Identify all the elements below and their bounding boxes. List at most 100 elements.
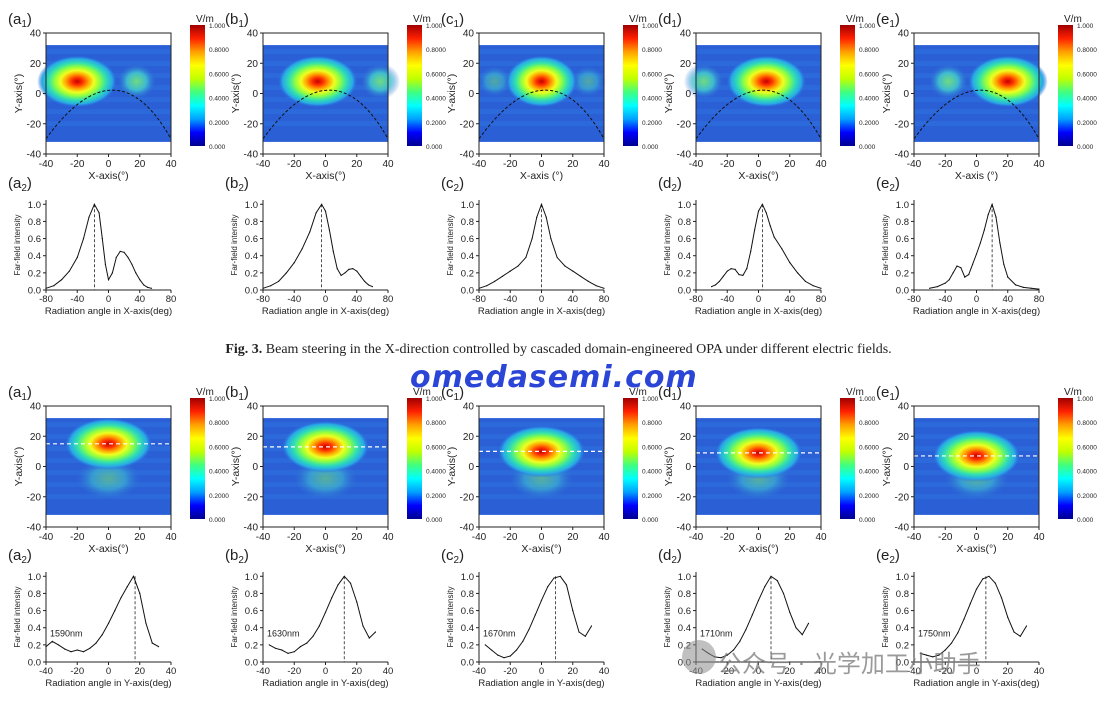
bottom-heatmap-panel: (c1) -40 -20 0 20 40 40 20 0 -20 -40 X-axis(°) Y-axi… (441, 384, 662, 555)
y-tick-label: 40 (463, 29, 475, 40)
x-tick-label: -40 (907, 666, 921, 677)
data-point (89, 647, 91, 649)
panel-label: (a1) (8, 384, 32, 403)
y-tick-label: 20 (247, 59, 259, 70)
data-point (262, 287, 264, 289)
y-tick-label: 0.8 (245, 589, 258, 600)
data-point (82, 651, 85, 653)
x-axis-label: X-axis(°) (88, 543, 128, 555)
top-heatmap-panel: (b1) -40 -20 0 20 40 40 20 0 -20 -40 X-axis(°) Y-axi… (225, 11, 446, 182)
data-point (318, 625, 320, 627)
y-tick-label: 0.8 (678, 217, 691, 228)
data-point (328, 229, 330, 231)
x-tick-label: -20 (938, 159, 953, 170)
x-tick-label: 20 (1002, 532, 1014, 543)
x-tick-label: -80 (907, 294, 921, 305)
data-point (969, 603, 971, 605)
y-tick-label: 0.4 (461, 623, 474, 634)
y-tick-label: 0.2 (28, 268, 41, 279)
colorbar-tick-label: 0.4000 (1077, 469, 1097, 476)
colorbar-tick-label: 1.000 (1077, 23, 1094, 30)
y-tick-label: -20 (460, 492, 475, 503)
y-axis-label: Y-axis(°) (663, 447, 675, 486)
data-point (293, 651, 295, 653)
data-point (769, 225, 771, 227)
y-axis-label: Far-field intensity (13, 215, 22, 276)
wavelength-label: 1750nm (918, 628, 951, 638)
data-point (757, 599, 760, 601)
colorbar-tick-label: 0.000 (642, 517, 659, 524)
data-point (964, 276, 966, 278)
colorbar-tick-label: 0.2000 (426, 120, 446, 127)
x-tick-label: 20 (1002, 666, 1013, 677)
colorbar-unit: V/m (196, 14, 214, 25)
data-point (536, 216, 538, 218)
y-axis-label: Far-field intensity (446, 215, 455, 276)
x-tick-label: 20 (351, 159, 363, 170)
data-point (556, 256, 558, 258)
colorbar-tick-label: 0.8000 (426, 420, 446, 427)
colorbar-tick-label: 0.000 (426, 144, 443, 151)
data-point (120, 597, 122, 599)
x-profile-panel: (a2) -80 -40 0 40 80 0.0 0.2 0.4 0.6 0.8 1.0 Radiati… (8, 175, 176, 317)
colorbar-tick-label: 0.8000 (1077, 47, 1097, 54)
x-tick-label: 40 (1034, 666, 1045, 677)
bottom-heatmap-panel: (b1) -40 -20 0 20 40 40 20 0 -20 -40 X-axis(°) Y-axi… (225, 384, 446, 555)
y-tick-label: -40 (460, 523, 475, 534)
top-heatmap-panel: (a1) -40 -20 0 20 40 40 20 0 -20 -40 X-axis(°) Y-axi… (8, 11, 229, 182)
data-point (478, 287, 480, 289)
x-tick-label: 20 (134, 159, 146, 170)
y-tick-label: 0.2 (461, 268, 474, 279)
field-band (914, 61, 1039, 67)
side-lobe (683, 63, 724, 100)
y-tick-label: 0 (903, 462, 909, 473)
x-tick-label: 0 (974, 666, 979, 677)
x-tick-label: -40 (256, 532, 271, 543)
x-tick-label: -40 (720, 294, 734, 305)
colorbar-tick-label: 0.6000 (642, 444, 662, 451)
colorbar (623, 398, 638, 519)
caption-label: Fig. 3. (225, 342, 263, 357)
field-band (263, 121, 388, 127)
data-point (711, 286, 713, 288)
x-axis-label: Radiation angle in X-axis(deg) (478, 306, 605, 317)
intensity-curve (920, 575, 1027, 658)
beam-spot (277, 55, 358, 108)
data-point (306, 642, 308, 644)
data-point (368, 637, 370, 639)
x-axis-label: Radiation angle in Y-axis(deg) (262, 678, 388, 689)
x-axis-label: X-axis(°) (956, 543, 996, 555)
colorbar (840, 25, 855, 146)
wavelength-label: 1710nm (700, 628, 733, 638)
x-tick-label: -20 (720, 159, 735, 170)
colorbar-tick-label: 1.000 (642, 396, 659, 403)
data-point (132, 575, 135, 577)
data-point (975, 253, 978, 255)
data-point (578, 631, 580, 633)
data-point (742, 274, 744, 276)
x-tick-label: 40 (134, 294, 145, 305)
data-point (101, 238, 103, 240)
y-tick-label: 0.4 (245, 251, 258, 262)
y-tick-label: 0.0 (28, 286, 41, 297)
y-tick-label: 0.6 (28, 234, 41, 245)
data-point (111, 272, 113, 274)
colorbar-tick-label: 0.4000 (642, 469, 662, 476)
data-point (157, 646, 160, 648)
data-point (1003, 263, 1005, 265)
y-tick-label: 0.6 (896, 606, 909, 617)
data-point (299, 646, 302, 648)
y-tick-label: 0 (468, 89, 474, 100)
x-tick-label: 40 (815, 532, 827, 543)
data-point (147, 286, 149, 288)
data-point (722, 275, 724, 277)
panel-label: (b1) (225, 11, 249, 30)
data-point (745, 628, 747, 631)
data-point (484, 644, 486, 646)
x-tick-label: -20 (503, 532, 518, 543)
y-tick-label: 20 (898, 59, 910, 70)
top-heatmap-panel: (e1) -40 -20 0 20 40 40 20 0 -20 -40 X-axis (°) Y-ax… (876, 11, 1097, 182)
x-axis-label: X-axis (°) (520, 170, 563, 182)
y-axis-label: Far-field intensity (13, 587, 22, 648)
